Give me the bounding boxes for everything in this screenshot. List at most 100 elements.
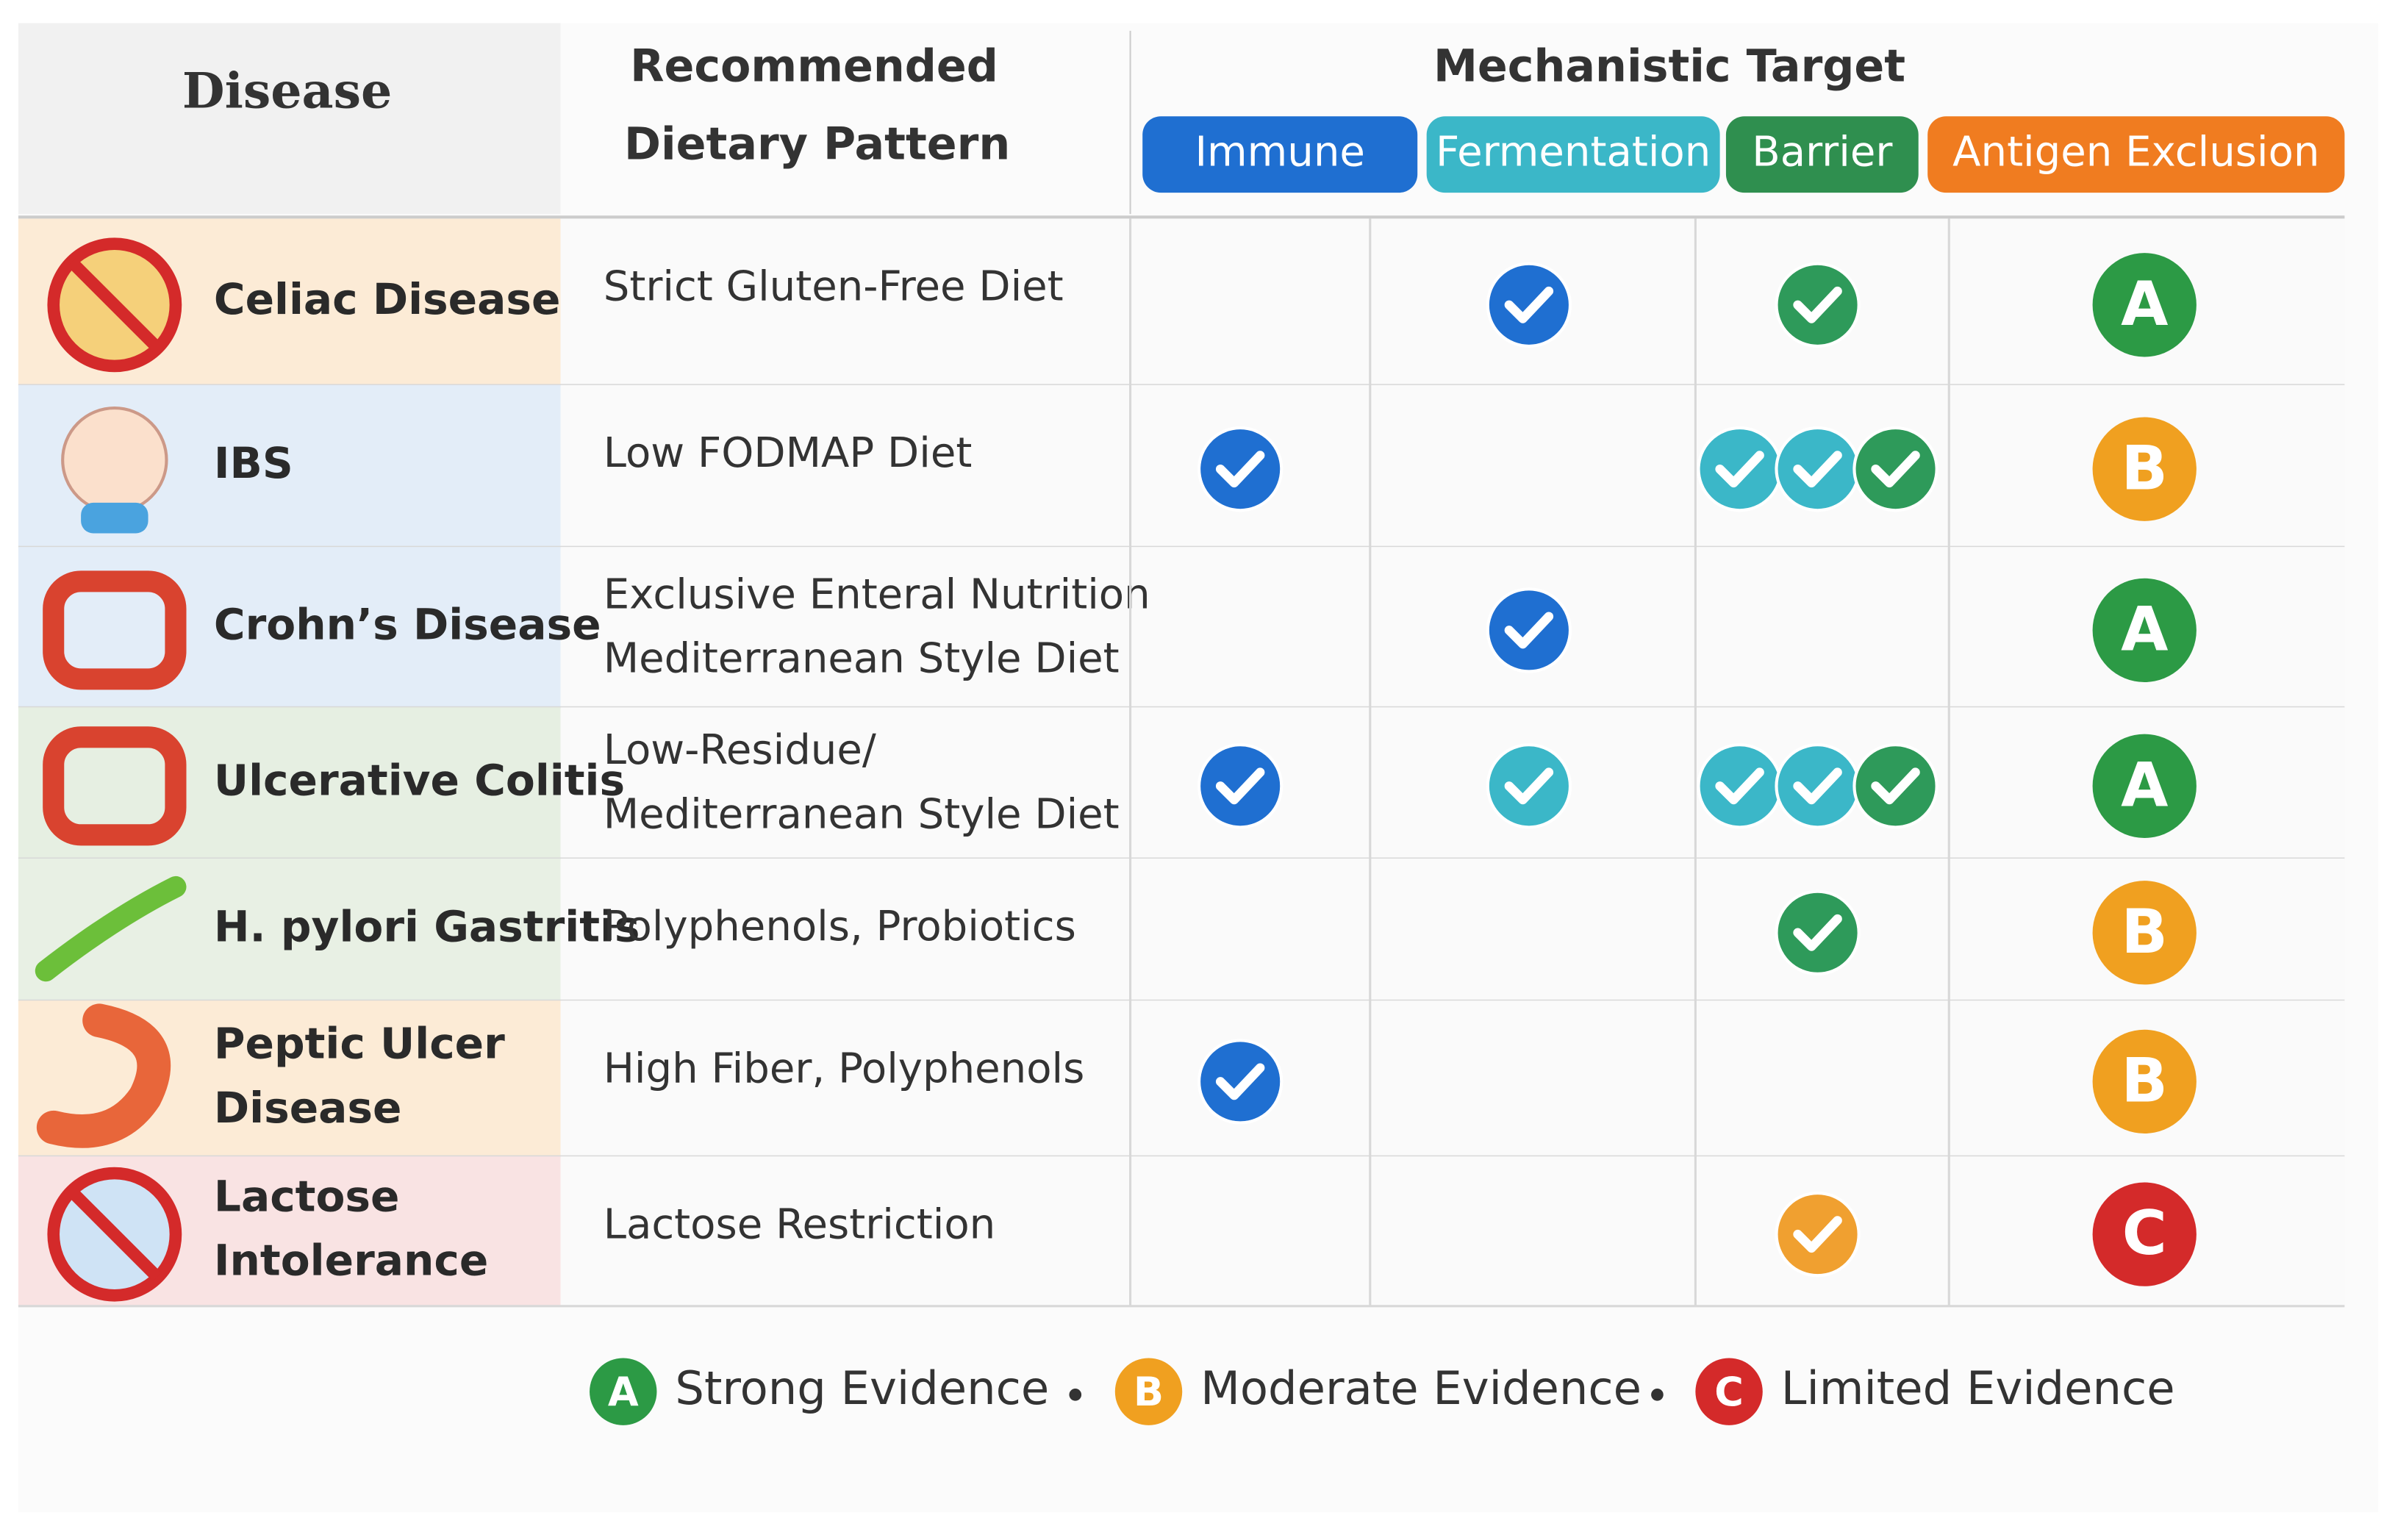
check [1852,743,1938,829]
disease-name: Intolerance [214,1236,488,1286]
check [1486,743,1572,829]
legend-label: Moderate Evidence [1200,1361,1642,1415]
column-pill [1426,116,1720,193]
icon [47,1167,182,1302]
legend-letter: B [1134,1369,1164,1415]
diet: Exclusive Enteral Nutrition [604,570,1150,618]
column-label: Barrier [1752,129,1893,176]
check [1775,1191,1861,1278]
check [1775,426,1861,512]
grade-letter: C [2122,1197,2167,1269]
column-label: Fermentation [1436,129,1711,176]
check-glyph [1715,451,1764,488]
diet: Mediterranean Style Diet [604,635,1120,683]
icon [47,237,182,373]
grade-letter: A [2121,749,2168,820]
icon [35,875,187,982]
grade-badge [2092,253,2197,357]
diet: Lactose Restriction [604,1200,995,1248]
diet: High Fiber, Polyphenols [604,1045,1085,1092]
check [1697,426,1783,512]
disease-name: Peptic Ulcer [214,1019,505,1069]
legend-label: Limited Evidence [1781,1361,2175,1415]
check-glyph [1871,767,1920,805]
legend-letter: A [608,1369,639,1415]
row-bg [560,707,2345,859]
grade-letter: A [2121,593,2168,665]
icon [43,726,187,846]
row-bg [560,384,2345,548]
legend-separator [1651,1389,1664,1401]
disease-name: Disease [214,1083,402,1133]
icon [67,1187,162,1282]
header-cell [18,23,561,215]
disease-name: Ulcerative Colitis [214,755,625,805]
diet: Strict Gluten-Free Diet [604,263,1064,311]
check [1697,743,1783,829]
check [1198,743,1284,829]
check-glyph [1793,451,1842,488]
grade-letter: B [2122,1045,2168,1116]
legend-badge [1114,1358,1183,1425]
check [1775,889,1861,975]
legend-badge [590,1358,657,1425]
check-glyph [1215,451,1265,488]
row-bg [560,859,2345,1001]
row-bg [560,218,2345,385]
column-pill [1927,116,2345,193]
column-label: Immune [1195,129,1364,176]
diet: Polyphenols, Probiotics [604,903,1076,950]
check-glyph [1215,767,1265,805]
disease-name: Lactose [214,1171,400,1221]
icon [81,502,148,534]
disease-name: IBS [214,438,293,488]
diet: Low-Residue/ [604,726,876,774]
check-glyph [1793,914,1842,951]
legend-label: Strong Evidence [675,1361,1049,1415]
grade-badge [2092,578,2197,683]
check-glyph [1504,286,1554,323]
check [1486,262,1572,348]
legend-badge [1695,1358,1763,1425]
header-disease: Disease [182,62,392,120]
check [1852,426,1938,512]
check-glyph [1793,1216,1842,1253]
grade-badge [2092,881,2197,985]
row-bg [560,1156,2345,1306]
check-glyph [1793,767,1842,805]
check-glyph [1793,286,1842,323]
icon [61,406,168,514]
grade-badge [2092,734,2197,838]
disease-name: Crohn’s Disease [214,599,601,649]
icon [43,570,187,690]
row-bg [560,547,2345,708]
column-pill [1725,116,1919,193]
header-pattern: Recommended [630,40,998,92]
column-label: Antigen Exclusion [1952,129,2319,176]
header-pattern: Dietary Pattern [624,118,1010,170]
grade-badge [2092,1029,2197,1134]
grade-letter: B [2122,432,2168,504]
grade-letter: B [2122,896,2168,967]
check-glyph [1504,767,1554,805]
disease-name: H. pylori Gastritis [214,902,640,952]
icon [67,257,162,352]
check [1775,743,1861,829]
diet: Mediterranean Style Diet [604,790,1120,838]
check [1486,587,1572,673]
header-target: Mechanistic Target [1433,40,1905,92]
check [1198,1039,1284,1125]
disease-name: Celiac Disease [214,274,561,324]
check-glyph [1715,767,1764,805]
column-pill [1142,116,1418,193]
grade-badge [2092,417,2197,521]
check-glyph [1215,1063,1265,1100]
row-bg [560,1000,2345,1157]
legend-separator [1069,1389,1082,1401]
grade-letter: A [2121,268,2168,340]
grade-badge [2092,1182,2197,1286]
check-glyph [1871,451,1920,488]
check-glyph [1504,612,1554,649]
